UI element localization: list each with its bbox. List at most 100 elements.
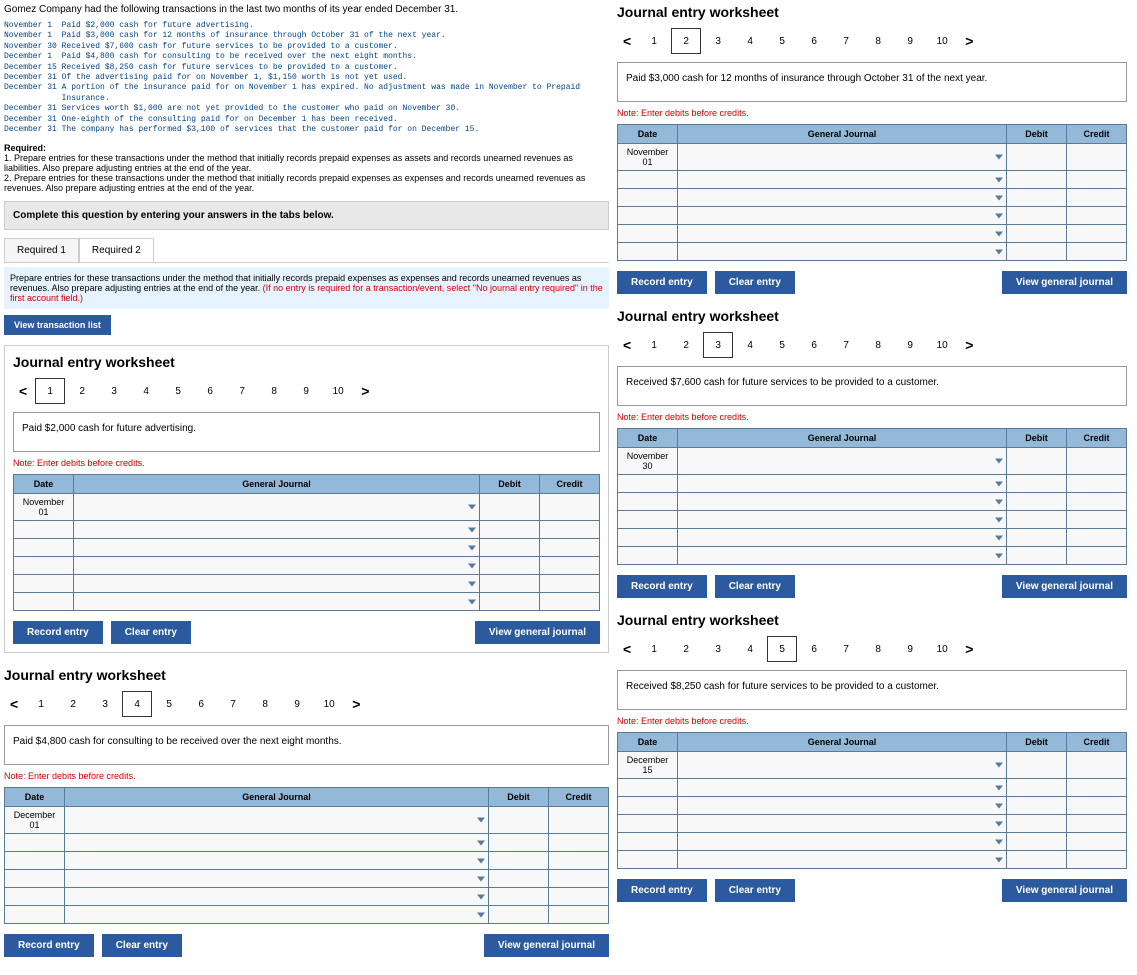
general-journal-cell[interactable] xyxy=(678,144,1007,171)
clear-entry-button[interactable]: Clear entry xyxy=(715,271,795,294)
record-entry-button[interactable]: Record entry xyxy=(13,621,103,644)
credit-cell[interactable] xyxy=(540,593,600,611)
tab-required-1[interactable]: Required 1 xyxy=(4,238,79,262)
date-cell[interactable] xyxy=(618,225,678,243)
date-cell[interactable] xyxy=(618,851,678,869)
debit-cell[interactable] xyxy=(489,852,549,870)
general-journal-cell[interactable] xyxy=(74,494,480,521)
nav-step-5[interactable]: 5 xyxy=(767,332,797,358)
debit-cell[interactable] xyxy=(480,593,540,611)
debit-cell[interactable] xyxy=(1007,779,1067,797)
nav-step-3[interactable]: 3 xyxy=(90,691,120,717)
date-cell[interactable] xyxy=(14,557,74,575)
nav-prev-icon[interactable]: < xyxy=(617,337,637,353)
nav-step-10[interactable]: 10 xyxy=(323,378,353,404)
debit-cell[interactable] xyxy=(1007,797,1067,815)
general-journal-cell[interactable] xyxy=(678,815,1007,833)
nav-step-7[interactable]: 7 xyxy=(831,332,861,358)
nav-step-9[interactable]: 9 xyxy=(895,28,925,54)
general-journal-cell[interactable] xyxy=(678,547,1007,565)
credit-cell[interactable] xyxy=(1067,851,1127,869)
nav-step-2[interactable]: 2 xyxy=(671,636,701,662)
credit-cell[interactable] xyxy=(540,494,600,521)
nav-step-1[interactable]: 1 xyxy=(35,378,65,404)
view-general-journal-button[interactable]: View general journal xyxy=(1002,271,1127,294)
date-cell[interactable] xyxy=(618,493,678,511)
nav-step-8[interactable]: 8 xyxy=(863,28,893,54)
date-cell[interactable] xyxy=(14,539,74,557)
clear-entry-button[interactable]: Clear entry xyxy=(111,621,191,644)
nav-step-6[interactable]: 6 xyxy=(799,28,829,54)
date-cell[interactable] xyxy=(5,906,65,924)
credit-cell[interactable] xyxy=(1067,833,1127,851)
date-cell[interactable] xyxy=(618,779,678,797)
general-journal-cell[interactable] xyxy=(74,593,480,611)
date-cell[interactable] xyxy=(618,475,678,493)
debit-cell[interactable] xyxy=(1007,851,1067,869)
general-journal-cell[interactable] xyxy=(678,511,1007,529)
nav-step-6[interactable]: 6 xyxy=(186,691,216,717)
nav-step-7[interactable]: 7 xyxy=(831,28,861,54)
debit-cell[interactable] xyxy=(1007,815,1067,833)
credit-cell[interactable] xyxy=(540,575,600,593)
date-cell[interactable] xyxy=(14,575,74,593)
nav-step-5[interactable]: 5 xyxy=(154,691,184,717)
credit-cell[interactable] xyxy=(549,888,609,906)
date-cell[interactable]: December15 xyxy=(618,752,678,779)
credit-cell[interactable] xyxy=(549,807,609,834)
date-cell[interactable] xyxy=(618,529,678,547)
debit-cell[interactable] xyxy=(480,494,540,521)
general-journal-cell[interactable] xyxy=(678,189,1007,207)
nav-step-4[interactable]: 4 xyxy=(735,332,765,358)
view-general-journal-button[interactable]: View general journal xyxy=(1002,879,1127,902)
credit-cell[interactable] xyxy=(1067,779,1127,797)
nav-step-9[interactable]: 9 xyxy=(291,378,321,404)
nav-prev-icon[interactable]: < xyxy=(617,641,637,657)
debit-cell[interactable] xyxy=(489,807,549,834)
general-journal-cell[interactable] xyxy=(678,529,1007,547)
debit-cell[interactable] xyxy=(1007,493,1067,511)
date-cell[interactable]: November30 xyxy=(618,448,678,475)
nav-step-4[interactable]: 4 xyxy=(131,378,161,404)
nav-step-1[interactable]: 1 xyxy=(26,691,56,717)
general-journal-cell[interactable] xyxy=(678,448,1007,475)
general-journal-cell[interactable] xyxy=(678,797,1007,815)
nav-step-6[interactable]: 6 xyxy=(799,332,829,358)
general-journal-cell[interactable] xyxy=(65,852,489,870)
debit-cell[interactable] xyxy=(480,575,540,593)
general-journal-cell[interactable] xyxy=(678,207,1007,225)
tab-required-2[interactable]: Required 2 xyxy=(79,238,154,262)
credit-cell[interactable] xyxy=(1067,815,1127,833)
clear-entry-button[interactable]: Clear entry xyxy=(715,879,795,902)
general-journal-cell[interactable] xyxy=(65,834,489,852)
debit-cell[interactable] xyxy=(480,539,540,557)
nav-step-9[interactable]: 9 xyxy=(895,636,925,662)
nav-step-5[interactable]: 5 xyxy=(767,28,797,54)
nav-step-4[interactable]: 4 xyxy=(735,28,765,54)
nav-step-9[interactable]: 9 xyxy=(282,691,312,717)
nav-step-2[interactable]: 2 xyxy=(58,691,88,717)
credit-cell[interactable] xyxy=(1067,547,1127,565)
date-cell[interactable] xyxy=(618,833,678,851)
general-journal-cell[interactable] xyxy=(65,888,489,906)
general-journal-cell[interactable] xyxy=(74,575,480,593)
nav-step-2[interactable]: 2 xyxy=(671,332,701,358)
date-cell[interactable] xyxy=(5,834,65,852)
nav-step-7[interactable]: 7 xyxy=(227,378,257,404)
view-transaction-list-button[interactable]: View transaction list xyxy=(4,315,111,335)
credit-cell[interactable] xyxy=(1067,752,1127,779)
nav-step-3[interactable]: 3 xyxy=(99,378,129,404)
general-journal-cell[interactable] xyxy=(65,807,489,834)
debit-cell[interactable] xyxy=(489,834,549,852)
credit-cell[interactable] xyxy=(549,852,609,870)
nav-step-2[interactable]: 2 xyxy=(67,378,97,404)
credit-cell[interactable] xyxy=(1067,243,1127,261)
general-journal-cell[interactable] xyxy=(678,833,1007,851)
nav-next-icon[interactable]: > xyxy=(959,337,979,353)
credit-cell[interactable] xyxy=(1067,207,1127,225)
debit-cell[interactable] xyxy=(1007,189,1067,207)
debit-cell[interactable] xyxy=(1007,448,1067,475)
date-cell[interactable] xyxy=(14,593,74,611)
nav-step-10[interactable]: 10 xyxy=(314,691,344,717)
nav-next-icon[interactable]: > xyxy=(959,33,979,49)
